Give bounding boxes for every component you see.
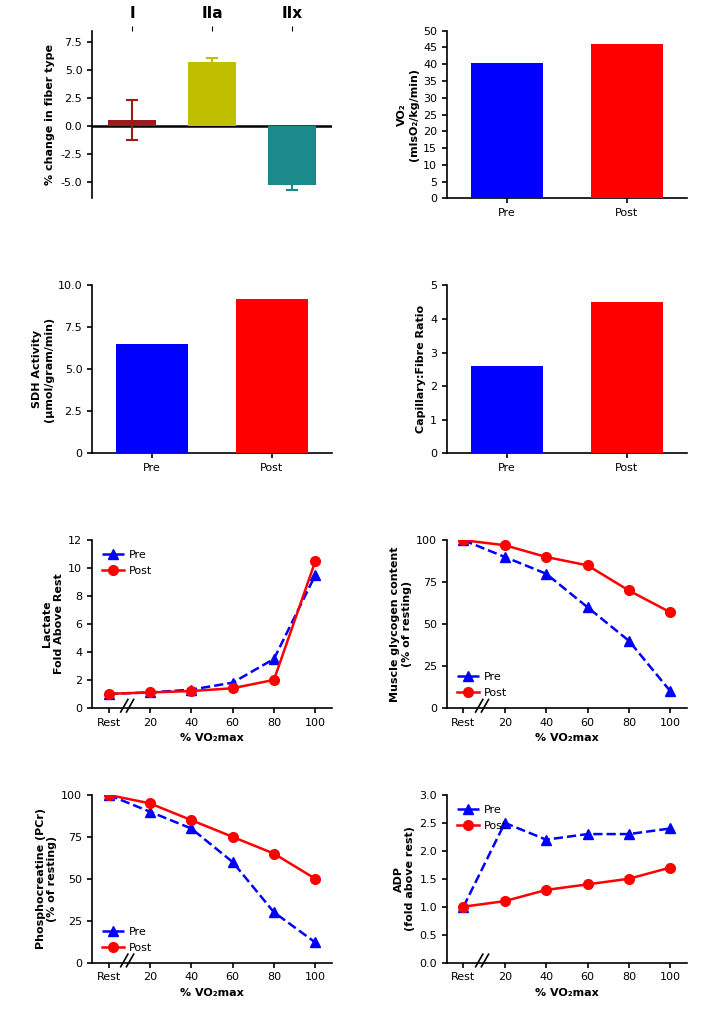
Pre [624, 635, 633, 647]
Pre [270, 906, 278, 919]
Bar [471, 366, 543, 453]
Bar [188, 62, 236, 126]
Pre [311, 936, 319, 948]
Bar [591, 302, 663, 453]
Post [187, 685, 195, 697]
Post [624, 585, 633, 597]
X-axis label: % VO₂max: % VO₂max [535, 988, 599, 997]
Post [542, 551, 550, 563]
Post [104, 788, 113, 801]
X-axis label: % VO₂max: % VO₂max [180, 733, 244, 743]
Post [459, 535, 468, 547]
Pre [311, 569, 319, 582]
Bar [236, 299, 308, 453]
Pre [104, 788, 113, 801]
Line: Pre: Pre [103, 791, 320, 947]
Pre [146, 686, 154, 698]
Bar [108, 120, 156, 126]
Post [583, 559, 592, 571]
Y-axis label: SDH Activity
(μmol/gram/min): SDH Activity (μmol/gram/min) [32, 316, 54, 422]
Y-axis label: VO₂
(mlsO₂/kg/min): VO₂ (mlsO₂/kg/min) [397, 68, 419, 161]
Pre [229, 677, 237, 689]
Pre [542, 567, 550, 580]
Bar [268, 126, 316, 185]
Pre [501, 551, 509, 563]
Pre [187, 683, 195, 695]
Post [104, 688, 113, 700]
Pre [583, 828, 592, 841]
Y-axis label: Capillary:Fibre Ratio: Capillary:Fibre Ratio [416, 305, 426, 433]
Line: Post: Post [103, 556, 320, 698]
Pre [459, 900, 468, 912]
Y-axis label: Muscle glycogen content
(% of resting): Muscle glycogen content (% of resting) [391, 546, 412, 701]
Post [270, 674, 278, 686]
Y-axis label: ADP
(fold above rest): ADP (fold above rest) [394, 826, 416, 931]
Post [270, 848, 278, 860]
Line: Pre: Pre [459, 818, 675, 911]
Post [311, 872, 319, 885]
Post [459, 900, 468, 912]
Post [229, 830, 237, 843]
Pre [270, 652, 278, 665]
Legend: Pre, Post: Pre, Post [98, 546, 156, 581]
Pre [624, 828, 633, 841]
Line: Pre: Pre [459, 536, 675, 696]
Line: Pre: Pre [103, 570, 320, 698]
Pre [459, 535, 468, 547]
Legend: Pre, Post: Pre, Post [98, 923, 156, 957]
Pre [583, 601, 592, 613]
Line: Post: Post [459, 863, 675, 911]
Post [666, 861, 675, 873]
Post [542, 884, 550, 896]
Pre [501, 817, 509, 829]
Legend: Pre, Post: Pre, Post [452, 801, 511, 835]
Bar [471, 62, 543, 199]
Post [624, 872, 633, 885]
Pre [187, 822, 195, 835]
X-axis label: % VO₂max: % VO₂max [535, 733, 599, 743]
Post [187, 814, 195, 826]
Y-axis label: Phosphocreatine (PCr)
(% of resting): Phosphocreatine (PCr) (% of resting) [35, 808, 57, 949]
Bar [116, 344, 188, 453]
Pre [104, 688, 113, 700]
Post [666, 606, 675, 618]
Pre [146, 806, 154, 818]
Post [583, 879, 592, 891]
Pre [229, 856, 237, 868]
Pre [666, 822, 675, 835]
Y-axis label: % change in fiber type: % change in fiber type [45, 44, 55, 185]
Legend: Pre, Post: Pre, Post [452, 668, 511, 702]
Y-axis label: Lactate
Fold Above Rest: Lactate Fold Above Rest [42, 573, 64, 675]
X-axis label: % VO₂max: % VO₂max [180, 988, 244, 997]
Post [146, 686, 154, 698]
Line: Post: Post [103, 791, 320, 884]
Pre [542, 834, 550, 846]
Pre [666, 685, 675, 697]
Post [229, 682, 237, 694]
Post [146, 798, 154, 810]
Post [501, 895, 509, 907]
Line: Post: Post [459, 536, 675, 617]
Bar [591, 44, 663, 199]
Post [311, 555, 319, 567]
Post [501, 539, 509, 551]
